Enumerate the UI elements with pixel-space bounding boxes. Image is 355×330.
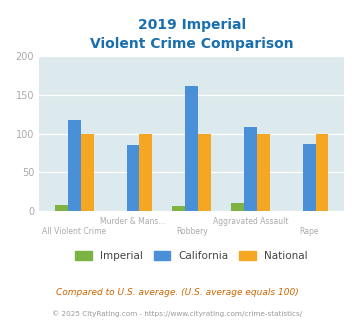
Bar	[303, 144, 316, 211]
Title: 2019 Imperial
Violent Crime Comparison: 2019 Imperial Violent Crime Comparison	[90, 18, 294, 51]
Bar	[198, 134, 211, 211]
Text: © 2025 CityRating.com - https://www.cityrating.com/crime-statistics/: © 2025 CityRating.com - https://www.city…	[53, 311, 302, 317]
Bar	[244, 127, 257, 211]
Text: Compared to U.S. average. (U.S. average equals 100): Compared to U.S. average. (U.S. average …	[56, 287, 299, 297]
Legend: Imperial, California, National: Imperial, California, National	[76, 250, 308, 261]
Bar	[140, 134, 152, 211]
Bar	[257, 134, 270, 211]
Text: Robbery: Robbery	[176, 227, 208, 236]
Bar	[126, 145, 140, 211]
Bar	[81, 134, 94, 211]
Bar	[68, 120, 81, 211]
Bar	[172, 206, 185, 211]
Text: Aggravated Assault: Aggravated Assault	[213, 217, 288, 226]
Bar	[231, 203, 244, 211]
Text: All Violent Crime: All Violent Crime	[42, 227, 106, 236]
Text: Murder & Mans...: Murder & Mans...	[100, 217, 166, 226]
Text: Rape: Rape	[299, 227, 319, 236]
Bar	[185, 85, 198, 211]
Bar	[316, 134, 328, 211]
Bar	[55, 205, 68, 211]
